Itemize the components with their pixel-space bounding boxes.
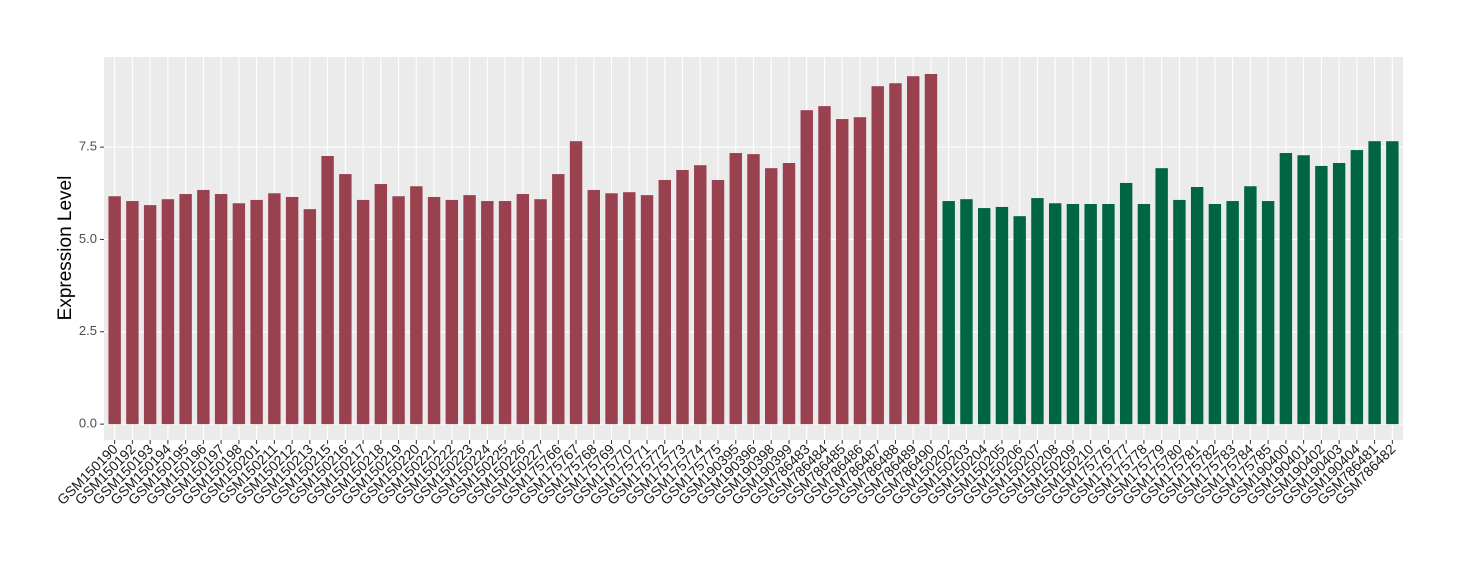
bar	[374, 184, 388, 425]
bar	[321, 155, 334, 425]
bar	[623, 192, 636, 425]
bar	[1173, 199, 1186, 425]
bar	[516, 194, 530, 425]
y-axis-title: Expression Level	[55, 176, 76, 321]
bar	[711, 179, 725, 425]
bar	[1315, 165, 1328, 425]
bar	[427, 196, 441, 425]
bar	[800, 110, 813, 425]
bar	[587, 189, 600, 425]
bar	[853, 117, 867, 425]
bar	[250, 199, 263, 425]
bar	[214, 194, 228, 425]
bar	[179, 194, 192, 425]
bar	[924, 73, 938, 425]
bar	[1048, 203, 1062, 425]
bar	[392, 196, 405, 425]
bar	[1084, 203, 1097, 425]
bar	[1368, 141, 1381, 425]
bar	[1119, 182, 1133, 425]
bar	[410, 186, 423, 425]
bar	[765, 168, 778, 425]
bar	[782, 162, 796, 425]
bar	[1244, 186, 1257, 425]
bar	[303, 209, 317, 425]
bar	[481, 201, 494, 425]
bar	[960, 199, 973, 425]
bar	[818, 106, 831, 425]
bar	[1386, 141, 1399, 425]
bar	[977, 208, 991, 425]
bar	[995, 206, 1009, 425]
bar	[1155, 168, 1168, 425]
bar	[356, 199, 370, 425]
bar	[1350, 150, 1364, 425]
bar	[729, 153, 742, 425]
bar	[1208, 203, 1222, 425]
bar	[1013, 216, 1026, 425]
bar	[694, 165, 707, 425]
bar	[1190, 187, 1204, 425]
bar	[836, 119, 849, 425]
bar	[552, 174, 565, 425]
bar	[658, 179, 671, 425]
y-tick-label: 7.5	[79, 139, 97, 154]
bar	[605, 193, 618, 425]
bar	[1332, 162, 1346, 425]
bar	[108, 196, 121, 425]
bar	[907, 76, 920, 425]
bar	[942, 201, 955, 425]
bar	[871, 86, 884, 425]
bar	[445, 199, 459, 425]
bar	[161, 199, 175, 425]
bar	[232, 203, 246, 425]
bar	[285, 196, 299, 425]
bar	[143, 205, 157, 425]
bar	[1066, 203, 1080, 425]
bar	[1137, 203, 1151, 425]
bar	[1226, 201, 1239, 425]
bar	[339, 174, 352, 425]
y-tick-label: 2.5	[79, 323, 97, 338]
bar	[1279, 153, 1293, 425]
bar	[676, 170, 689, 425]
bar	[1297, 155, 1310, 425]
bar	[640, 195, 654, 425]
bar	[1031, 198, 1044, 425]
bar	[534, 199, 547, 425]
bar	[197, 189, 210, 425]
bar	[569, 141, 583, 425]
bar	[463, 195, 476, 425]
bar	[747, 154, 760, 425]
bar	[889, 83, 902, 425]
bar	[268, 193, 281, 425]
y-tick-label: 0.0	[79, 416, 97, 431]
bar	[498, 201, 512, 425]
bar	[1261, 201, 1275, 425]
bar	[126, 201, 139, 425]
bar	[1102, 203, 1115, 425]
y-tick-label: 5.0	[79, 231, 97, 246]
